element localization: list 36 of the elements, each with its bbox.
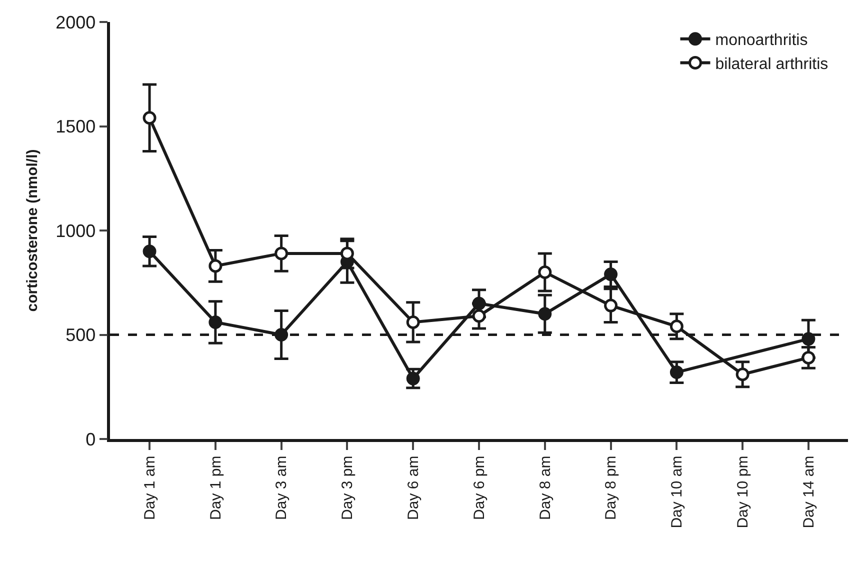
point [604, 268, 618, 282]
point [208, 315, 222, 329]
legend-label: bilateral arthritis [715, 56, 828, 73]
point [472, 309, 486, 323]
y-tick-label: 1000 [56, 220, 96, 241]
x-tick-label: Day 8 pm [602, 456, 620, 520]
x-tick-label: Day 3 am [273, 456, 290, 520]
y-tick-label: 2000 [56, 12, 96, 32]
point [406, 315, 420, 329]
point [274, 328, 288, 342]
point [142, 111, 156, 125]
y-tick-label: 500 [66, 325, 96, 346]
y-tick-label: 0 [86, 429, 96, 450]
point [538, 307, 552, 321]
x-tick-label: Day 14 am [800, 456, 818, 528]
x-tick-label: Day 3 pm [339, 456, 356, 520]
legend-label: monoarthritis [715, 32, 808, 50]
point [670, 320, 684, 334]
y-tick-label: 1500 [56, 116, 96, 137]
x-tick-label: Day 1 pm [207, 456, 224, 520]
point [538, 265, 552, 279]
x-tick-label: Day 6 am [404, 456, 422, 520]
x-tick-label: Day 1 am [141, 456, 158, 520]
point [802, 350, 816, 364]
x-tick-label: Day 10 am [668, 456, 686, 528]
point [208, 259, 222, 273]
point [802, 332, 816, 346]
point [274, 246, 288, 260]
x-tick-label: Day 6 pm [470, 456, 488, 520]
point [736, 368, 750, 382]
x-tick-label: Day 8 am [536, 456, 554, 520]
y-axis-title: corticosterone (nmol/l) [24, 149, 41, 312]
point [142, 244, 156, 258]
x-tick-label: Day 10 pm [734, 456, 752, 528]
point [604, 298, 618, 312]
point [670, 366, 684, 380]
